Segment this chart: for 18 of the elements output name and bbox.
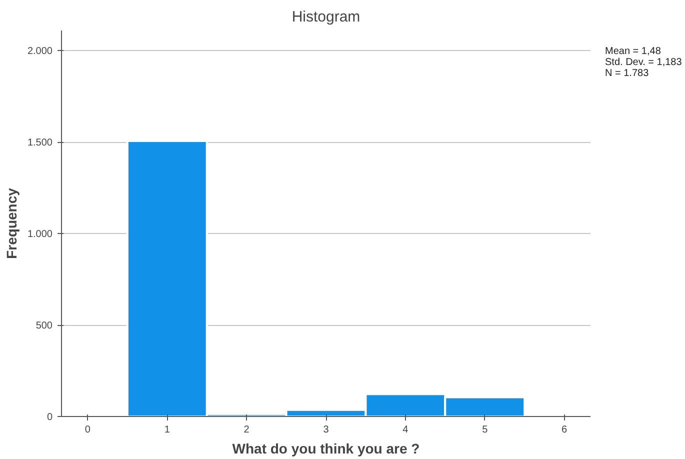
x-tick-label: 5	[482, 424, 488, 436]
text: Std. Dev. = 1,183	[605, 57, 682, 68]
y-axis-title: Frequency	[3, 188, 20, 259]
x-tick-label: 4	[402, 424, 409, 436]
chart-title: Histogram	[292, 8, 360, 26]
y-tick-label: 500	[36, 320, 53, 332]
x-tick-label: 3	[323, 424, 330, 436]
y-tick-label: 1.500	[27, 138, 53, 149]
x-tick-label: 6	[562, 424, 568, 436]
y-tick-label: 2.000	[27, 46, 53, 58]
x-tick-label: 1	[164, 424, 170, 436]
x-tick-label: 2	[244, 424, 250, 436]
y-tick-label: 1.000	[27, 229, 53, 240]
text: Mean = 1,48	[605, 46, 662, 57]
x-tick-label: 0	[84, 424, 91, 436]
y-tick-label: 0	[46, 412, 53, 423]
text: N = 1.783	[605, 68, 650, 79]
x-axis-title: What do you think you are ?	[232, 440, 420, 456]
